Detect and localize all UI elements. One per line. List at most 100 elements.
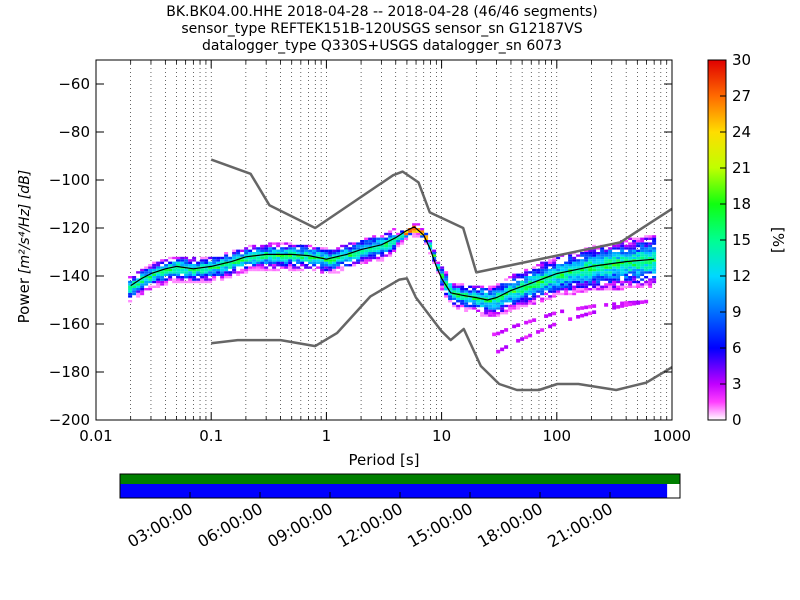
heatmap-cell xyxy=(580,266,585,269)
heatmap-cell xyxy=(540,276,545,279)
heatmap-cell xyxy=(588,288,593,291)
heatmap-cell xyxy=(132,283,137,286)
heatmap-cell xyxy=(224,252,229,255)
heatmap-cell xyxy=(380,249,385,252)
heatmap-cell xyxy=(264,266,269,269)
heatmap-cell xyxy=(456,307,461,310)
heatmap-cell xyxy=(168,271,173,274)
heatmap-cell xyxy=(184,261,189,264)
heatmap-cell xyxy=(248,261,253,264)
heatmap-cell xyxy=(632,278,637,281)
heatmap-cell xyxy=(580,285,585,288)
heatmap-cell xyxy=(184,264,189,267)
heatmap-cell xyxy=(328,268,333,272)
heatmap-cell xyxy=(364,252,369,255)
heatmap-cell xyxy=(356,254,361,257)
heatmap-cell xyxy=(184,280,189,284)
heatmap-cell xyxy=(528,297,533,300)
heatmap-cell xyxy=(504,295,509,298)
heatmap-cell xyxy=(324,252,329,255)
heatmap-cell xyxy=(388,240,393,243)
heatmap-cell xyxy=(212,261,217,264)
heatmap-cell xyxy=(648,285,653,288)
heatmap-cell xyxy=(536,330,541,334)
heatmap-cell xyxy=(640,252,645,255)
heatmap-cell xyxy=(600,276,605,279)
heatmap-cell xyxy=(552,285,557,288)
heatmap-cell xyxy=(476,297,481,300)
heatmap-cell xyxy=(524,300,529,303)
heatmap-cell xyxy=(536,276,541,279)
heatmap-cell xyxy=(148,288,153,291)
heatmap-cell xyxy=(568,268,573,272)
heatmap-cell xyxy=(164,268,169,272)
heatmap-cell xyxy=(208,261,213,264)
heatmap-cell xyxy=(352,254,357,257)
heatmap-cell xyxy=(564,290,569,293)
heatmap-cell xyxy=(644,283,649,286)
heatmap-cell xyxy=(432,249,437,252)
heatmap-cell xyxy=(364,259,369,262)
heatmap-cell xyxy=(276,254,281,257)
heatmap-cell xyxy=(244,252,249,255)
heatmap-cell xyxy=(500,292,505,296)
heatmap-cell xyxy=(164,264,169,267)
heatmap-cell xyxy=(352,252,357,255)
heatmap-cell xyxy=(532,285,537,288)
heatmap-cell xyxy=(428,240,433,243)
heatmap-cell xyxy=(368,252,373,255)
heatmap-cell xyxy=(320,261,325,264)
heatmap-cell xyxy=(516,292,521,296)
heatmap-cell xyxy=(596,247,601,250)
heatmap-cell xyxy=(168,261,173,264)
heatmap-cell xyxy=(280,254,285,257)
heatmap-cell xyxy=(648,278,653,281)
heatmap-cell xyxy=(384,247,389,250)
heatmap-cell xyxy=(212,259,217,262)
heatmap-cell xyxy=(576,268,581,272)
y-axis-label: Power [m²/s⁴/Hz] [dB] xyxy=(15,170,33,324)
heatmap-cell xyxy=(144,271,149,274)
heatmap-cell xyxy=(432,252,437,255)
heatmap-cell xyxy=(640,283,645,286)
heatmap-cell xyxy=(612,264,617,267)
heatmap-cell xyxy=(244,256,249,260)
heatmap-cell xyxy=(304,259,309,262)
heatmap-cell xyxy=(256,264,261,267)
heatmap-cell xyxy=(552,271,557,274)
heatmap-cell xyxy=(600,254,605,257)
heatmap-cell xyxy=(496,302,501,305)
heatmap-cell xyxy=(340,256,345,260)
heatmap-cell xyxy=(568,292,573,296)
heatmap-cell xyxy=(348,247,353,250)
heatmap-cell xyxy=(284,264,289,267)
heatmap-cell xyxy=(604,303,609,307)
noise-model-curves xyxy=(130,158,673,392)
heatmap-cell xyxy=(632,244,637,248)
heatmap-cell xyxy=(244,266,249,269)
heatmap-cell xyxy=(236,252,241,255)
heatmap-cell xyxy=(156,273,161,276)
heatmap-cell xyxy=(640,261,645,264)
heatmap-cell xyxy=(544,271,549,274)
heatmap-cell xyxy=(584,276,589,279)
heatmap-cell xyxy=(516,297,521,300)
heatmap-cell xyxy=(488,290,493,293)
heatmap-cell xyxy=(292,249,297,252)
heatmap-cell xyxy=(472,304,477,308)
heatmap-cell xyxy=(236,256,241,260)
heatmap-cell xyxy=(156,266,161,269)
heatmap-cell xyxy=(612,305,617,310)
heatmap-cell xyxy=(232,249,237,252)
heatmap-cell xyxy=(616,264,621,267)
heatmap-cell xyxy=(476,285,481,288)
heatmap-cell xyxy=(540,268,545,272)
heatmap-cell xyxy=(168,278,173,281)
heatmap-cell xyxy=(644,276,649,279)
heatmap-cell xyxy=(380,247,385,250)
heatmap-cell xyxy=(300,247,305,250)
heatmap-cell xyxy=(140,285,145,288)
heatmap-cell xyxy=(500,290,505,293)
heatmap-cell xyxy=(500,297,505,300)
heatmap-cell xyxy=(156,278,161,281)
